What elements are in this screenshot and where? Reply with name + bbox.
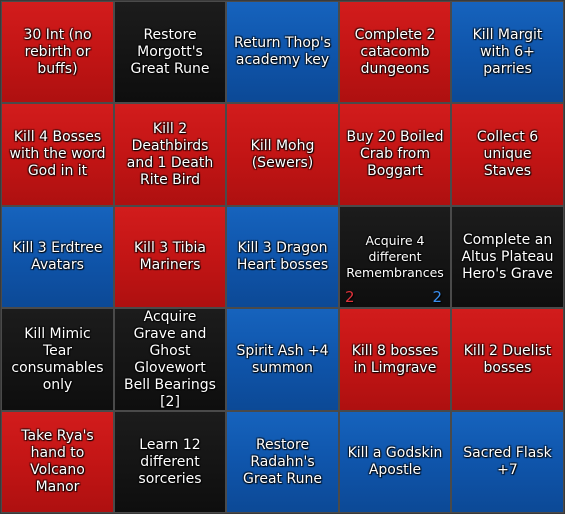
cell-label: Kill 3 Erdtree Avatars — [12, 240, 103, 273]
bingo-cell-r4c4[interactable]: Kill 8 bosses in Limgrave — [339, 308, 451, 411]
cell-label: Complete an Altus Plateau Hero's Grave — [461, 231, 554, 282]
cell-label: Kill 3 Dragon Heart bosses — [236, 240, 329, 273]
cell-label: Restore Morgott's Great Rune — [130, 26, 210, 77]
bingo-cell-r1c1[interactable]: 30 Int (no rebirth or buffs) — [1, 1, 114, 103]
cell-label: Collect 6 unique Staves — [476, 129, 539, 179]
red-counter: 2 — [345, 288, 355, 306]
cell-label: Sacred Flask +7 — [463, 445, 552, 478]
bingo-cell-r2c1[interactable]: Kill 4 Bosses with the word God in it — [1, 103, 114, 206]
bingo-cell-r5c1[interactable]: Take Rya's hand to Volcano Manor — [1, 411, 114, 513]
cell-label: Kill Mimic Tear consumables only — [11, 325, 104, 393]
bingo-cell-r1c5[interactable]: Kill Margit with 6+ parries — [451, 1, 564, 103]
bingo-cell-r2c2[interactable]: Kill 2 Deathbirds and 1 Death Rite Bird — [114, 103, 226, 206]
bingo-cell-r5c2[interactable]: Learn 12 different sorceries — [114, 411, 226, 513]
cell-label: Kill Margit with 6+ parries — [472, 26, 543, 77]
bingo-cell-r4c2[interactable]: Acquire Grave and Ghost Glovewort Bell B… — [114, 308, 226, 411]
bingo-cell-r3c2[interactable]: Kill 3 Tibia Mariners — [114, 206, 226, 308]
bingo-cell-r2c5[interactable]: Collect 6 unique Staves — [451, 103, 564, 206]
bingo-cell-r5c4[interactable]: Kill a Godskin Apostle — [339, 411, 451, 513]
bingo-cell-r1c3[interactable]: Return Thop's academy key — [226, 1, 339, 103]
bingo-cell-r3c3[interactable]: Kill 3 Dragon Heart bosses — [226, 206, 339, 308]
cell-label: Kill 3 Tibia Mariners — [133, 240, 207, 273]
cell-label: Kill Mohg (Sewers) — [250, 137, 315, 171]
cell-label: Kill a Godskin Apostle — [347, 445, 443, 478]
cell-label: Kill 8 bosses in Limgrave — [351, 342, 439, 376]
cell-label: Acquire Grave and Ghost Glovewort Bell B… — [124, 308, 216, 410]
cell-label: Take Rya's hand to Volcano Manor — [21, 428, 94, 495]
cell-label: Buy 20 Boiled Crab from Boggart — [346, 129, 444, 179]
bingo-cell-r5c5[interactable]: Sacred Flask +7 — [451, 411, 564, 513]
cell-label: Complete 2 catacomb dungeons — [354, 26, 436, 77]
cell-label: Acquire 4 different Remembrances — [346, 233, 444, 280]
bingo-cell-r3c4[interactable]: Acquire 4 different Remembrances 2 2 — [339, 206, 451, 308]
bingo-cell-r2c3[interactable]: Kill Mohg (Sewers) — [226, 103, 339, 206]
bingo-cell-r4c1[interactable]: Kill Mimic Tear consumables only — [1, 308, 114, 411]
cell-label: Learn 12 different sorceries — [138, 436, 202, 487]
cell-label: Kill 2 Duelist bosses — [463, 342, 552, 376]
blue-counter: 2 — [432, 288, 442, 306]
bingo-cell-r2c4[interactable]: Buy 20 Boiled Crab from Boggart — [339, 103, 451, 206]
cell-label: Restore Radahn's Great Rune — [243, 436, 322, 487]
bingo-cell-r3c5[interactable]: Complete an Altus Plateau Hero's Grave — [451, 206, 564, 308]
bingo-cell-r4c5[interactable]: Kill 2 Duelist bosses — [451, 308, 564, 411]
bingo-cell-r1c2[interactable]: Restore Morgott's Great Rune — [114, 1, 226, 103]
bingo-cell-r4c3[interactable]: Spirit Ash +4 summon — [226, 308, 339, 411]
cell-label: Spirit Ash +4 summon — [236, 342, 329, 376]
cell-label: Kill 4 Bosses with the word God in it — [9, 129, 106, 179]
cell-label: Kill 2 Deathbirds and 1 Death Rite Bird — [126, 120, 214, 188]
bingo-cell-r5c3[interactable]: Restore Radahn's Great Rune — [226, 411, 339, 513]
cell-label: 30 Int (no rebirth or buffs) — [23, 26, 92, 77]
bingo-cell-r3c1[interactable]: Kill 3 Erdtree Avatars — [1, 206, 114, 308]
bingo-cell-r1c4[interactable]: Complete 2 catacomb dungeons — [339, 1, 451, 103]
cell-label: Return Thop's academy key — [234, 35, 331, 68]
